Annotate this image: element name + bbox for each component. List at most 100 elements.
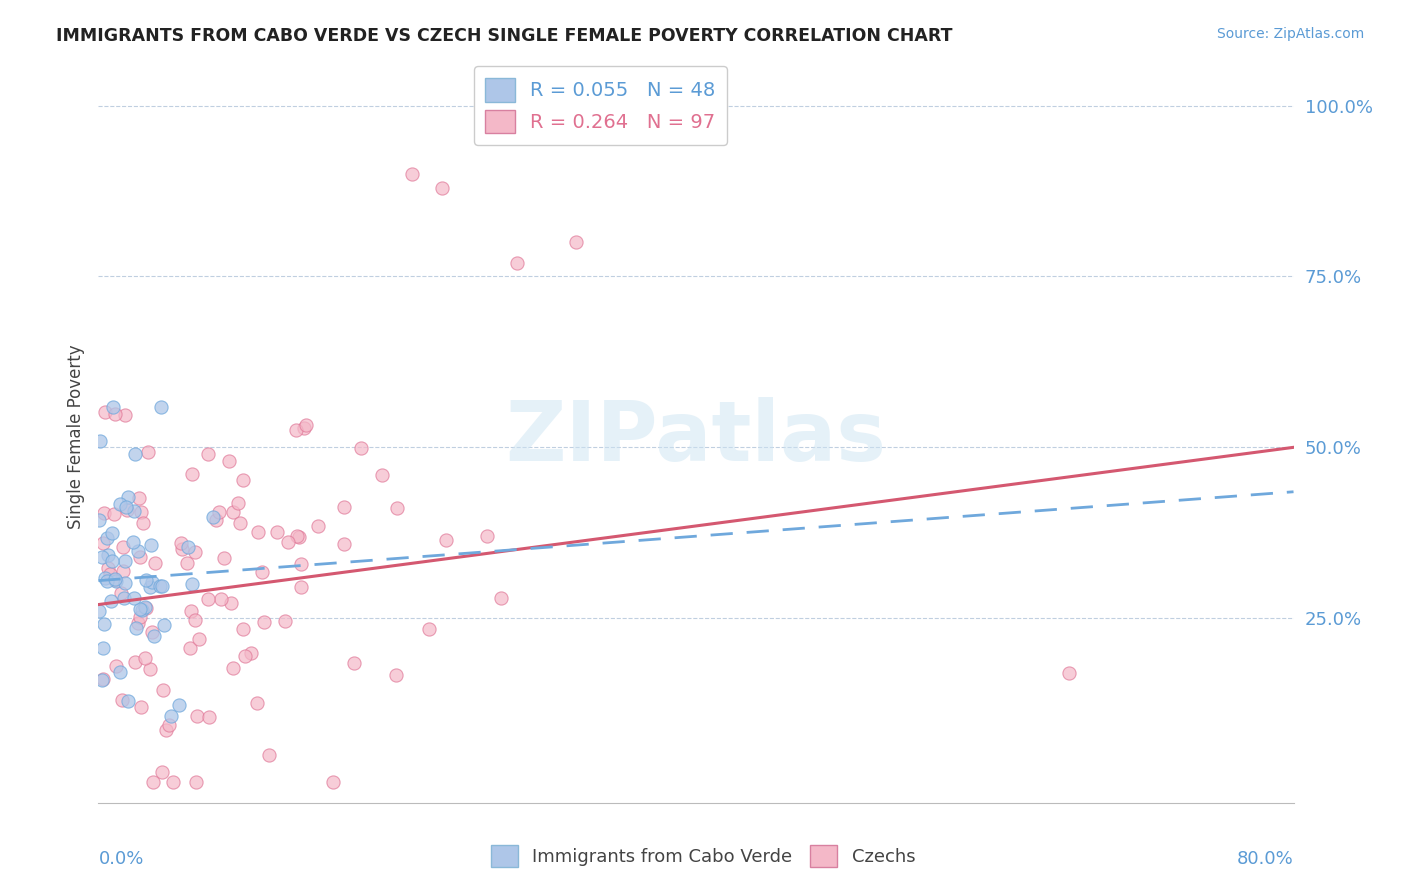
Point: [176, 556, 198, 570]
Point: [277, 534, 299, 549]
Point: [240, 646, 263, 660]
Text: 0.0%: 0.0%: [98, 850, 143, 868]
Point: [221, 661, 243, 675]
Point: [232, 473, 254, 487]
Point: [148, 579, 170, 593]
Point: [89, 434, 111, 449]
Point: [94, 404, 117, 418]
Point: [127, 615, 149, 630]
Point: [103, 507, 125, 521]
Point: [98, 567, 121, 582]
Point: [218, 454, 240, 468]
Point: [129, 550, 152, 565]
Point: [111, 564, 134, 578]
Point: [114, 408, 136, 422]
Point: [208, 505, 231, 519]
Point: [129, 700, 152, 714]
Point: [229, 516, 252, 531]
Point: [506, 256, 529, 270]
Point: [184, 545, 207, 559]
Point: [430, 180, 453, 194]
Point: [127, 544, 149, 558]
Point: [89, 604, 111, 618]
Point: [152, 764, 174, 779]
Point: [257, 747, 280, 762]
Point: [565, 235, 588, 250]
Point: [114, 575, 136, 590]
Point: [139, 538, 162, 552]
Point: [94, 571, 117, 585]
Text: ZIPatlas: ZIPatlas: [506, 397, 886, 477]
Y-axis label: Single Female Poverty: Single Female Poverty: [66, 345, 84, 529]
Point: [112, 591, 135, 605]
Point: [124, 655, 146, 669]
Point: [117, 503, 139, 517]
Point: [128, 610, 150, 624]
Point: [149, 401, 172, 415]
Point: [96, 531, 118, 545]
Point: [1059, 665, 1081, 680]
Point: [87, 513, 110, 527]
Point: [96, 574, 118, 588]
Point: [129, 602, 152, 616]
Point: [250, 565, 273, 579]
Point: [104, 573, 127, 587]
Point: [188, 632, 211, 646]
Point: [290, 580, 312, 594]
Point: [179, 640, 201, 655]
Point: [93, 672, 115, 686]
Point: [129, 504, 152, 518]
Point: [125, 622, 148, 636]
Point: [155, 723, 177, 737]
Point: [385, 668, 408, 682]
Point: [150, 579, 173, 593]
Point: [201, 510, 224, 524]
Point: [294, 417, 316, 432]
Point: [90, 550, 112, 565]
Point: [197, 447, 219, 461]
Point: [209, 591, 232, 606]
Point: [247, 524, 270, 539]
Point: [322, 775, 344, 789]
Point: [135, 601, 157, 615]
Point: [141, 625, 163, 640]
Text: Source: ZipAtlas.com: Source: ZipAtlas.com: [1216, 27, 1364, 41]
Point: [104, 408, 127, 422]
Point: [162, 775, 184, 789]
Point: [274, 614, 297, 628]
Point: [434, 533, 457, 547]
Point: [117, 694, 139, 708]
Point: [101, 400, 124, 414]
Point: [97, 561, 120, 575]
Point: [139, 580, 162, 594]
Point: [219, 596, 242, 610]
Point: [170, 536, 193, 550]
Point: [221, 505, 243, 519]
Text: 80.0%: 80.0%: [1237, 850, 1294, 868]
Point: [131, 603, 153, 617]
Text: IMMIGRANTS FROM CABO VERDE VS CZECH SINGLE FEMALE POVERTY CORRELATION CHART: IMMIGRANTS FROM CABO VERDE VS CZECH SING…: [56, 27, 953, 45]
Point: [401, 167, 423, 181]
Point: [180, 604, 202, 618]
Point: [371, 467, 394, 482]
Point: [134, 599, 156, 614]
Point: [138, 444, 160, 458]
Point: [135, 573, 157, 587]
Point: [246, 697, 269, 711]
Point: [143, 556, 166, 570]
Point: [167, 698, 190, 713]
Point: [111, 692, 134, 706]
Point: [253, 615, 276, 629]
Point: [285, 423, 308, 437]
Point: [139, 663, 162, 677]
Point: [101, 526, 124, 541]
Point: [111, 541, 134, 555]
Point: [142, 775, 165, 789]
Point: [385, 500, 408, 515]
Point: [128, 491, 150, 506]
Point: [134, 651, 156, 665]
Point: [91, 641, 114, 656]
Point: [477, 529, 499, 543]
Point: [343, 656, 366, 670]
Point: [204, 512, 226, 526]
